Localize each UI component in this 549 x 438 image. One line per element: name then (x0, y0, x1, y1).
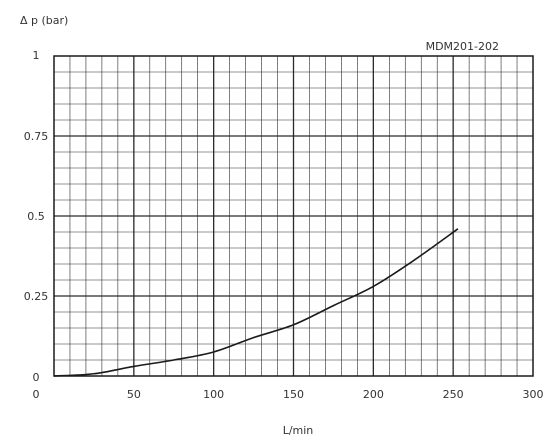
major-grid (54, 56, 533, 376)
x-tick-label: 150 (283, 388, 304, 401)
plot-frame (53, 55, 534, 377)
y-axis-label: Δ p (bar) (20, 14, 68, 27)
x-tick-labels: 0 50 100 150 200 250 300 (33, 388, 544, 401)
model-annotation: MDM201-202 (426, 40, 499, 53)
y-tick-label: 1 (33, 49, 40, 62)
x-tick-label: 0 (33, 388, 40, 401)
x-tick-label: 250 (443, 388, 464, 401)
y-tick-labels: 0 0.25 0.5 0.75 1 (24, 49, 49, 384)
y-tick-label: 0.25 (24, 290, 49, 303)
x-tick-label: 50 (127, 388, 141, 401)
y-tick-label: 0 (33, 371, 40, 384)
y-tick-label: 0.5 (27, 210, 45, 223)
x-tick-label: 100 (203, 388, 224, 401)
x-tick-label: 200 (363, 388, 384, 401)
x-tick-label: 300 (523, 388, 544, 401)
x-axis-label: L/min (283, 424, 314, 437)
series-line (53, 228, 459, 377)
y-tick-label: 0.75 (24, 130, 49, 143)
